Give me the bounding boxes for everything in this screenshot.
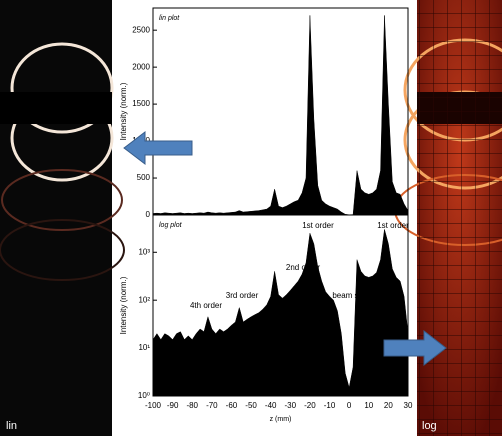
intensity-area [152,15,409,216]
annotation: beam stop [332,291,370,300]
y-tick-label: 500 [137,173,151,182]
arrow [123,130,193,166]
plot-frame [152,7,409,216]
y-tick-label: 1500 [132,99,150,108]
y-tick-label: 10⁰ [138,391,150,400]
annotation: 1st order [377,221,409,230]
image-label: lin [6,420,17,432]
x-tick-label: -40 [265,401,277,410]
intensity-area [152,229,409,397]
x-tick-label: 30 [404,401,413,410]
y-tick-label: 10³ [138,247,150,256]
x-tick-label: -10 [324,401,336,410]
x-tick-label: -50 [245,401,257,410]
detector-image-lin: lin [0,0,125,436]
arrow [383,329,447,367]
x-tick-label: -30 [285,401,297,410]
detector-image-log: log [394,0,502,436]
x-tick-label: -20 [304,401,316,410]
x-tick-label: 0 [347,401,352,410]
y-tick-label: 10¹ [138,343,150,352]
image-label: log [422,420,437,432]
plot-title: lin plot [159,15,180,22]
annotation: 3rd order [226,291,259,300]
x-axis-label: z (mm) [270,416,292,423]
y-axis-label: Intensity (norm.) [119,276,128,334]
x-tick-label: -80 [186,401,198,410]
x-tick-label: 20 [384,401,393,410]
x-tick-label: -60 [226,401,238,410]
y-tick-label: 10² [138,295,150,304]
y-tick-label: 2000 [132,62,150,71]
y-tick-label: 0 [146,210,151,219]
annotation: 1st order [302,221,334,230]
plot-title: log plot [159,222,183,229]
annotation: 2nd order [286,263,321,272]
y-tick-label: 2500 [132,25,150,34]
x-tick-label: -90 [167,401,179,410]
annotation: 4th order [190,301,222,310]
x-tick-label: 10 [364,401,373,410]
x-tick-label: -100 [145,401,162,410]
y-axis-label: Intensity (norm.) [119,82,128,140]
x-tick-label: -70 [206,401,218,410]
